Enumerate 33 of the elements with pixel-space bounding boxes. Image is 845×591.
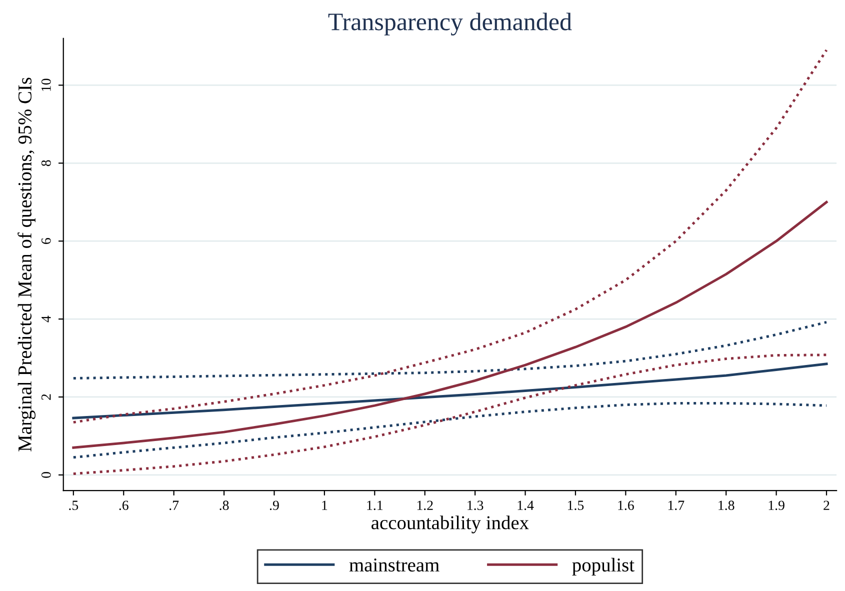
line-series: [72, 320, 828, 380]
x-tick-label: 1.3: [468, 500, 484, 510]
x-tick-label: 1.7: [668, 500, 684, 510]
legend-label: populist: [572, 558, 634, 576]
x-tick-label: .9: [270, 500, 279, 510]
x-axis-title: accountability index: [372, 516, 529, 534]
line-series: [72, 402, 828, 459]
x-tick-label: 1.8: [718, 500, 734, 510]
x-tick-label: .5: [69, 500, 78, 510]
y-tick-label: 8: [41, 160, 51, 166]
x-tick-label: .8: [220, 500, 229, 510]
line-series: [72, 354, 828, 476]
y-axis-title: Marginal Predicted Mean of questions, 95% CIs: [18, 78, 36, 452]
x-tick-label: 1.6: [618, 500, 634, 510]
x-tick-label: .7: [170, 500, 179, 510]
y-tick-label: 2: [42, 394, 51, 400]
x-tick-label: 1.4: [518, 500, 534, 510]
chart-title: Transparency demanded: [328, 12, 572, 36]
y-tick-label: 10: [41, 78, 51, 91]
x-tick-label: 1.5: [568, 500, 584, 510]
x-tick-label: 1.1: [367, 500, 382, 510]
legend-label: mainstream: [349, 558, 440, 572]
y-tick-label: 0: [41, 472, 51, 478]
x-tick-label: .6: [119, 500, 128, 510]
line-series: [72, 362, 828, 420]
line-series: [72, 200, 828, 449]
y-tick-label: 6: [42, 238, 51, 244]
x-tick-label: 1.9: [768, 500, 784, 510]
y-tick-label: 4: [42, 316, 51, 322]
x-tick-label: 2: [824, 500, 830, 510]
x-tick-label: 1.2: [417, 500, 433, 510]
line-series: [72, 48, 828, 424]
x-tick-label: 1: [322, 500, 328, 510]
